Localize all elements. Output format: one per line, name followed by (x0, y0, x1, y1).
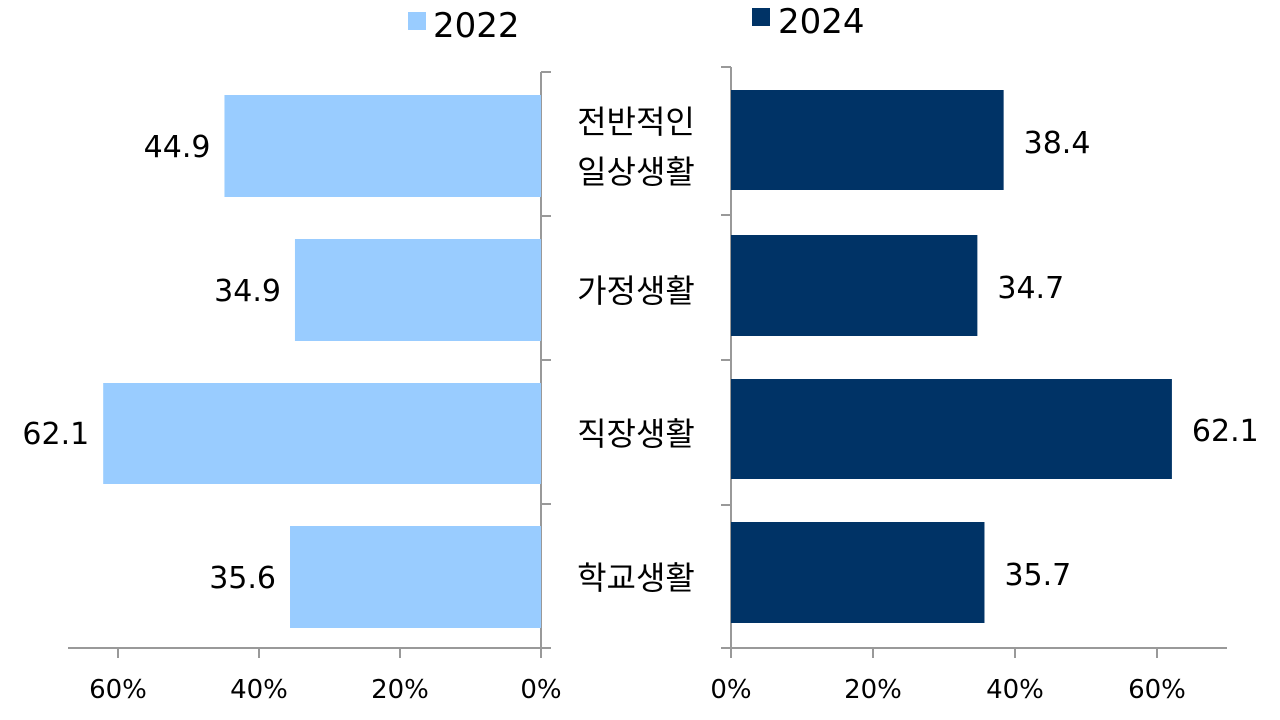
category-label: 학교생활 (577, 559, 695, 597)
data-label-2024: 34.7 (997, 271, 1064, 306)
left-tick-label: 20% (371, 675, 429, 705)
bar-2024 (731, 90, 1004, 190)
right-tick-label: 60% (1128, 675, 1186, 705)
left-tick-label: 0% (520, 675, 561, 705)
data-label-2024: 38.4 (1024, 126, 1091, 161)
left-panel-2022: 0% 20% 40% 60% 44.9 34.9 62.1 35.6 (22, 71, 562, 705)
right-tick-label: 40% (986, 675, 1044, 705)
data-label-2022: 35.6 (209, 561, 276, 596)
bar-2022 (294, 239, 541, 341)
left-tick-label: 40% (230, 675, 288, 705)
category-label: 가정생활 (577, 272, 695, 310)
data-label-2022: 62.1 (22, 417, 89, 452)
right-panel-2024: 0% 20% 40% 60% 38.4 34.7 62.1 35.7 (710, 66, 1259, 705)
right-tick-label: 0% (710, 675, 751, 705)
bar-2024 (731, 522, 985, 623)
legend-label: 2024 (778, 2, 865, 42)
legend-swatch (752, 8, 770, 26)
data-label-2022: 44.9 (144, 130, 211, 165)
category-label: 일상생활 (577, 153, 695, 191)
category-label: 전반적인 (577, 103, 695, 141)
left-tick-label: 60% (89, 675, 147, 705)
bar-2024 (731, 379, 1172, 479)
bar-2024 (731, 235, 978, 336)
legend-label: 2022 (433, 6, 520, 46)
data-label-2022: 34.9 (214, 274, 281, 309)
data-label-2024: 62.1 (1192, 414, 1259, 449)
category-label: 직장생활 (577, 415, 695, 453)
bar-2022 (224, 95, 541, 197)
right-tick-label: 20% (844, 675, 902, 705)
legend: 2022 2024 (408, 2, 865, 46)
bar-2022 (290, 526, 541, 628)
legend-swatch (408, 12, 426, 30)
bar-2022 (103, 383, 541, 484)
data-label-2024: 35.7 (1004, 558, 1071, 593)
